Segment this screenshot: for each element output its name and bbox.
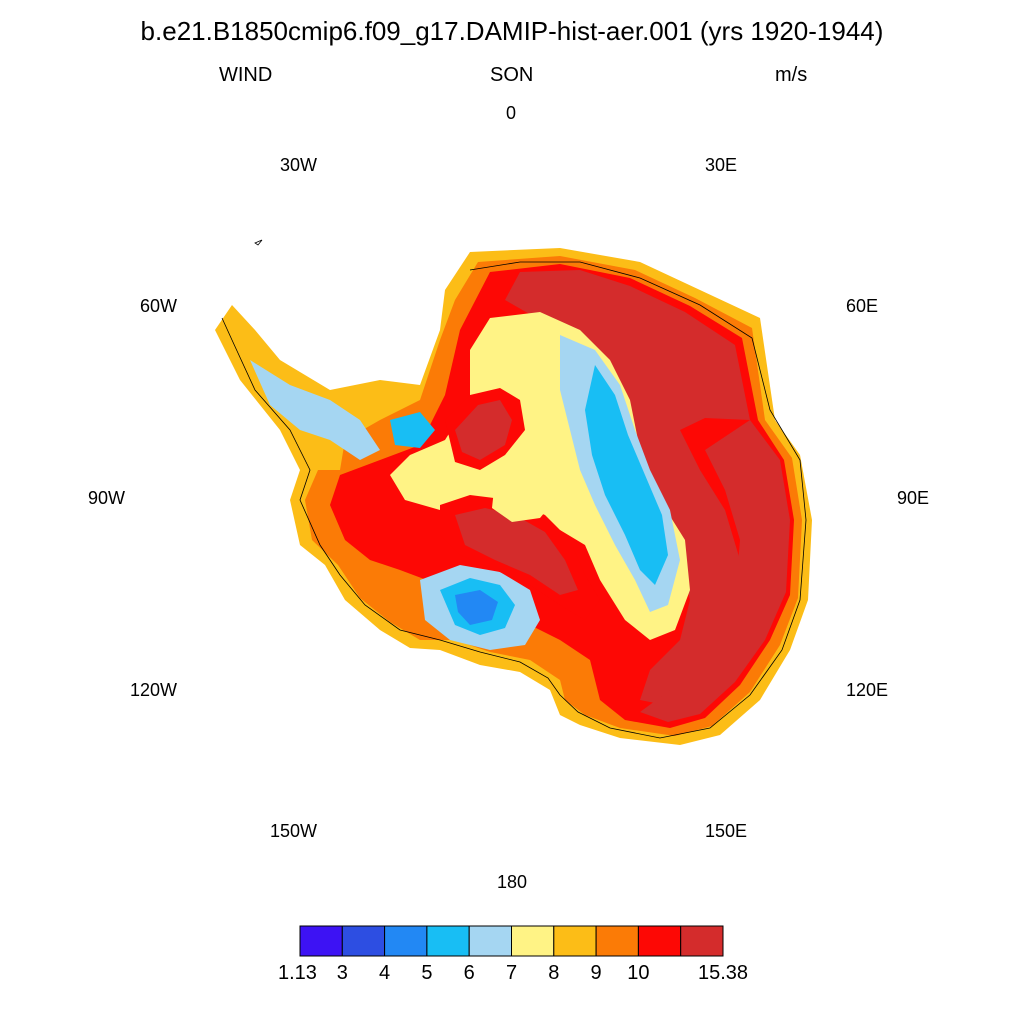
coastline-path [254, 239, 263, 246]
map-region [455, 508, 578, 595]
colorbar-swatch [553, 925, 597, 957]
colorbar-swatch [637, 925, 682, 957]
plateau-dark-red [455, 400, 578, 595]
lon-label-30w: 30W [280, 155, 318, 175]
lon-label-60w: 60W [140, 296, 178, 316]
map-region [455, 400, 512, 460]
colorbar-swatch [680, 925, 724, 957]
coastline [221, 239, 807, 739]
lon-label-90w: 90W [88, 488, 126, 508]
colorbar-label: 8 [548, 962, 560, 984]
dark-red-east [505, 270, 790, 722]
colorbar-swatch [468, 925, 513, 957]
map-region [505, 270, 750, 705]
colorbar-label: 1.13 [278, 962, 317, 984]
colorbar-label: 5 [421, 962, 433, 984]
colorbar-label: 3 [336, 962, 348, 984]
coastline-path [221, 261, 807, 739]
lon-label-120w: 120W [130, 680, 178, 700]
colorbar-label: 15.38 [697, 962, 749, 984]
colorbar-label: 6 [463, 962, 475, 984]
map-region [250, 360, 380, 460]
lon-label-180: 180 [497, 872, 528, 892]
colorbar-label: 10 [627, 962, 650, 984]
colorbar-swatch [511, 925, 555, 957]
colorbar-swatch [384, 925, 428, 957]
map-region [640, 420, 790, 722]
lon-label-60e: 60E [846, 296, 879, 316]
pole-yellow [492, 470, 555, 522]
map-region [585, 365, 668, 585]
map-title: b.e21.B1850cmip6.f09_g17.DAMIP-hist-aer.… [140, 16, 884, 46]
season-label: SON [490, 64, 534, 86]
lon-label-150e: 150E [705, 821, 748, 841]
colorbar-label: 9 [590, 962, 602, 984]
deep-blue-ross [455, 590, 498, 625]
map-region [390, 412, 435, 448]
colorbar-swatch [341, 925, 386, 957]
map-region [492, 470, 555, 522]
colorbar-swatch [299, 925, 343, 957]
variable-label: WIND [219, 64, 273, 86]
map-region [455, 590, 498, 625]
lon-label-90e: 90E [897, 488, 930, 508]
lon-label-0: 0 [506, 103, 517, 123]
colorbar-swatch [595, 925, 639, 957]
colorbar-swatch [426, 925, 470, 957]
lon-label-120e: 120E [846, 680, 889, 700]
units-label: m/s [775, 64, 808, 86]
colorbar-label: 4 [379, 962, 391, 984]
lon-label-30e: 30E [705, 155, 738, 175]
lon-label-150w: 150W [270, 821, 318, 841]
colorbar-label: 7 [505, 962, 518, 984]
